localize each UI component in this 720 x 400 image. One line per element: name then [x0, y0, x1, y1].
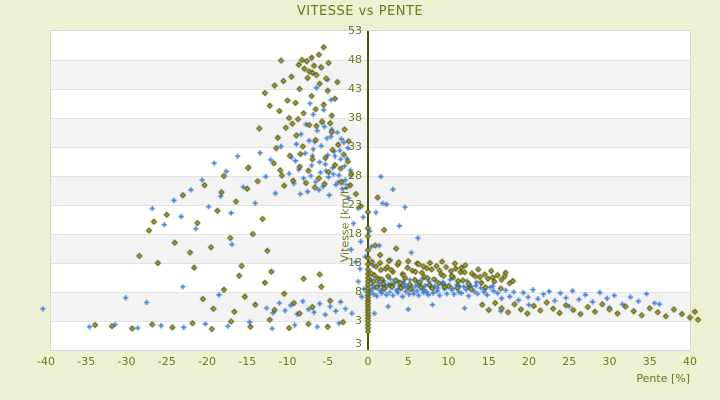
grid-band — [51, 292, 690, 321]
gridline — [51, 205, 690, 206]
grid-band — [51, 31, 690, 60]
y-tick-label: 43 — [348, 82, 362, 95]
grid-band — [51, 89, 690, 118]
grid-band — [51, 60, 690, 89]
gridline — [51, 118, 690, 119]
x-tick-label: 40 — [683, 355, 697, 368]
y-tick-label: 3 — [355, 314, 362, 327]
x-tick-label: -30 — [117, 355, 136, 368]
x-tick-label: -35 — [77, 355, 96, 368]
x-tick-label: 0 — [364, 355, 372, 368]
x-tick-label: -5 — [322, 355, 334, 368]
gridline — [51, 292, 690, 293]
x-tick-label: 25 — [562, 355, 577, 368]
gridline — [51, 176, 690, 177]
x-tick-label: -20 — [198, 355, 216, 368]
gridline — [51, 89, 690, 90]
grid-band — [51, 147, 690, 176]
y-tick-label: 38 — [348, 111, 362, 124]
x-tick-label: -15 — [238, 355, 257, 368]
grid-band — [51, 263, 690, 292]
x-tick-label: 20 — [522, 355, 536, 368]
gridline — [51, 147, 690, 148]
plot-area — [50, 30, 691, 351]
y-tick-label: 33 — [348, 140, 362, 153]
y-tick-label: 53 — [348, 24, 362, 37]
gridline — [51, 263, 690, 264]
y-tick-label: 3 — [355, 337, 362, 350]
grid-band — [51, 118, 690, 147]
x-tick-label: -40 — [37, 355, 55, 368]
y-tick-label: 23 — [348, 198, 362, 211]
y-tick-label: 48 — [348, 53, 362, 66]
x-tick-label: 5 — [404, 355, 412, 368]
x-tick-label: 10 — [441, 355, 456, 368]
x-tick-label: 15 — [481, 355, 496, 368]
grid-band — [51, 205, 690, 234]
gridline — [51, 60, 690, 61]
x-tick-label: 35 — [642, 355, 657, 368]
y-tick-label: 28 — [348, 169, 362, 182]
zero-axis-line — [367, 31, 369, 350]
y-tick-label: 13 — [348, 256, 362, 269]
chart-title: VITESSE vs PENTE — [296, 4, 424, 19]
x-tick-label: 30 — [602, 355, 617, 368]
gridline — [51, 234, 690, 235]
y-tick-label: 18 — [348, 227, 362, 240]
grid-band — [51, 176, 690, 205]
y-axis-title: Vitesse [km/h] — [338, 182, 352, 263]
x-tick-label: -10 — [278, 355, 297, 368]
grid-band — [51, 321, 690, 350]
x-tick-label: -25 — [157, 355, 176, 368]
grid-band — [51, 234, 690, 263]
y-tick-label: 8 — [355, 285, 362, 298]
gridline — [51, 321, 690, 322]
x-axis-title: Pente [%] — [636, 372, 690, 385]
